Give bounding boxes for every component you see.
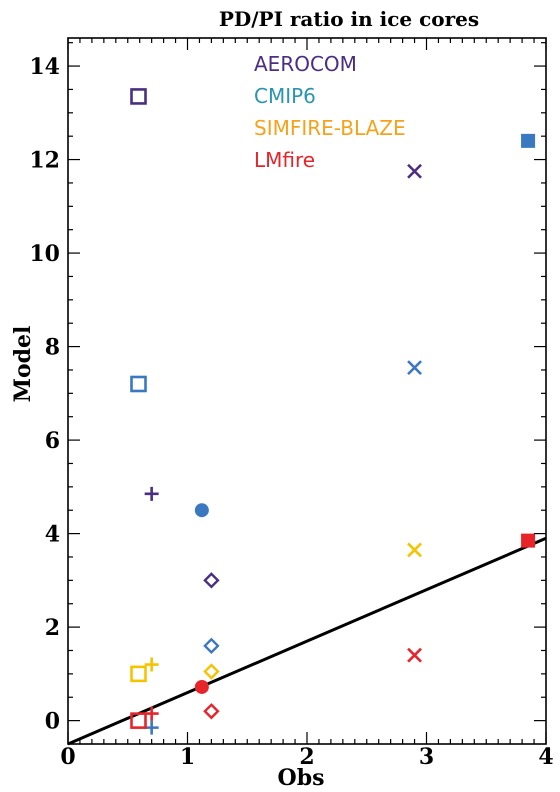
point-aerocom-plus	[144, 486, 159, 501]
square-marker	[130, 88, 147, 105]
point-cmip6-circle-filled	[194, 503, 209, 518]
x-tick-labels: 0 1 2 3 4	[60, 744, 553, 770]
point-simfire-blaze-diamond-open	[203, 663, 220, 680]
diamond-marker	[203, 572, 220, 589]
x-marker	[407, 163, 422, 179]
x-marker	[407, 542, 422, 558]
circle-marker	[194, 503, 209, 518]
reference-line	[67, 536, 547, 746]
y-tick-label: 2	[45, 615, 60, 641]
y-tick-label: 12	[29, 148, 60, 174]
y-tick-label: 6	[45, 428, 60, 454]
axis-ticks	[67, 38, 547, 744]
y-tick-label: 8	[45, 335, 60, 361]
legend: AEROCOM CMIP6 SIMFIRE-BLAZE LMfire	[254, 52, 406, 172]
x-tick-label: 0	[60, 744, 75, 770]
square-marker	[130, 665, 147, 683]
reference-line-group	[67, 536, 547, 746]
data-points	[130, 88, 536, 735]
point-simfire-blaze-x	[407, 542, 422, 558]
point-cmip6-plus	[144, 720, 159, 735]
point-cmip6-diamond-open	[203, 637, 220, 655]
x-marker	[407, 360, 422, 376]
x-axis-label: Obs	[278, 765, 325, 791]
plus-marker	[144, 486, 159, 501]
y-tick-label: 0	[45, 709, 60, 735]
point-lmfire-diamond-open	[203, 703, 220, 720]
y-tick-label: 14	[29, 54, 60, 80]
point-cmip6-square-filled	[521, 133, 536, 148]
y-axis-label: Model	[10, 326, 36, 403]
legend-entry: CMIP6	[254, 84, 316, 108]
point-lmfire-plus	[144, 706, 159, 721]
y-tick-labels: 0 2 4 6 8 10 12 14	[29, 54, 60, 735]
point-aerocom-diamond-open	[203, 572, 220, 589]
chart-title: PD/PI ratio in ice cores	[219, 7, 479, 31]
square-marker	[130, 712, 147, 729]
point-cmip6-x	[407, 360, 422, 376]
circle-marker	[194, 679, 209, 694]
point-lmfire-x	[407, 647, 422, 663]
filled-square-marker	[521, 133, 536, 148]
filled-square-marker	[521, 533, 536, 548]
x-tick-label: 3	[419, 744, 434, 770]
x-tick-label: 2	[299, 744, 314, 770]
point-lmfire-circle-filled	[194, 679, 209, 694]
plus-marker	[144, 706, 159, 721]
x-tick-label: 1	[180, 744, 195, 770]
point-lmfire-square-filled	[521, 533, 536, 548]
y-tick-label: 4	[45, 522, 60, 548]
point-cmip6-square-open	[130, 375, 147, 393]
plus-marker	[144, 657, 159, 672]
diamond-marker	[203, 703, 220, 720]
point-aerocom-x	[407, 163, 422, 179]
point-simfire-blaze-plus	[144, 657, 159, 672]
legend-entry: LMfire	[254, 148, 315, 172]
point-simfire-blaze-square-open	[130, 665, 147, 683]
x-tick-label: 4	[538, 744, 553, 770]
diamond-marker	[203, 663, 220, 680]
legend-entry: SIMFIRE-BLAZE	[254, 116, 406, 140]
plus-marker	[144, 720, 159, 735]
point-aerocom-square-open	[130, 88, 147, 105]
point-lmfire-square-open	[130, 712, 147, 729]
diamond-marker	[203, 637, 220, 655]
legend-entry: AEROCOM	[254, 52, 357, 76]
square-marker	[130, 375, 147, 393]
y-tick-label: 10	[29, 241, 60, 267]
x-marker	[407, 647, 422, 663]
